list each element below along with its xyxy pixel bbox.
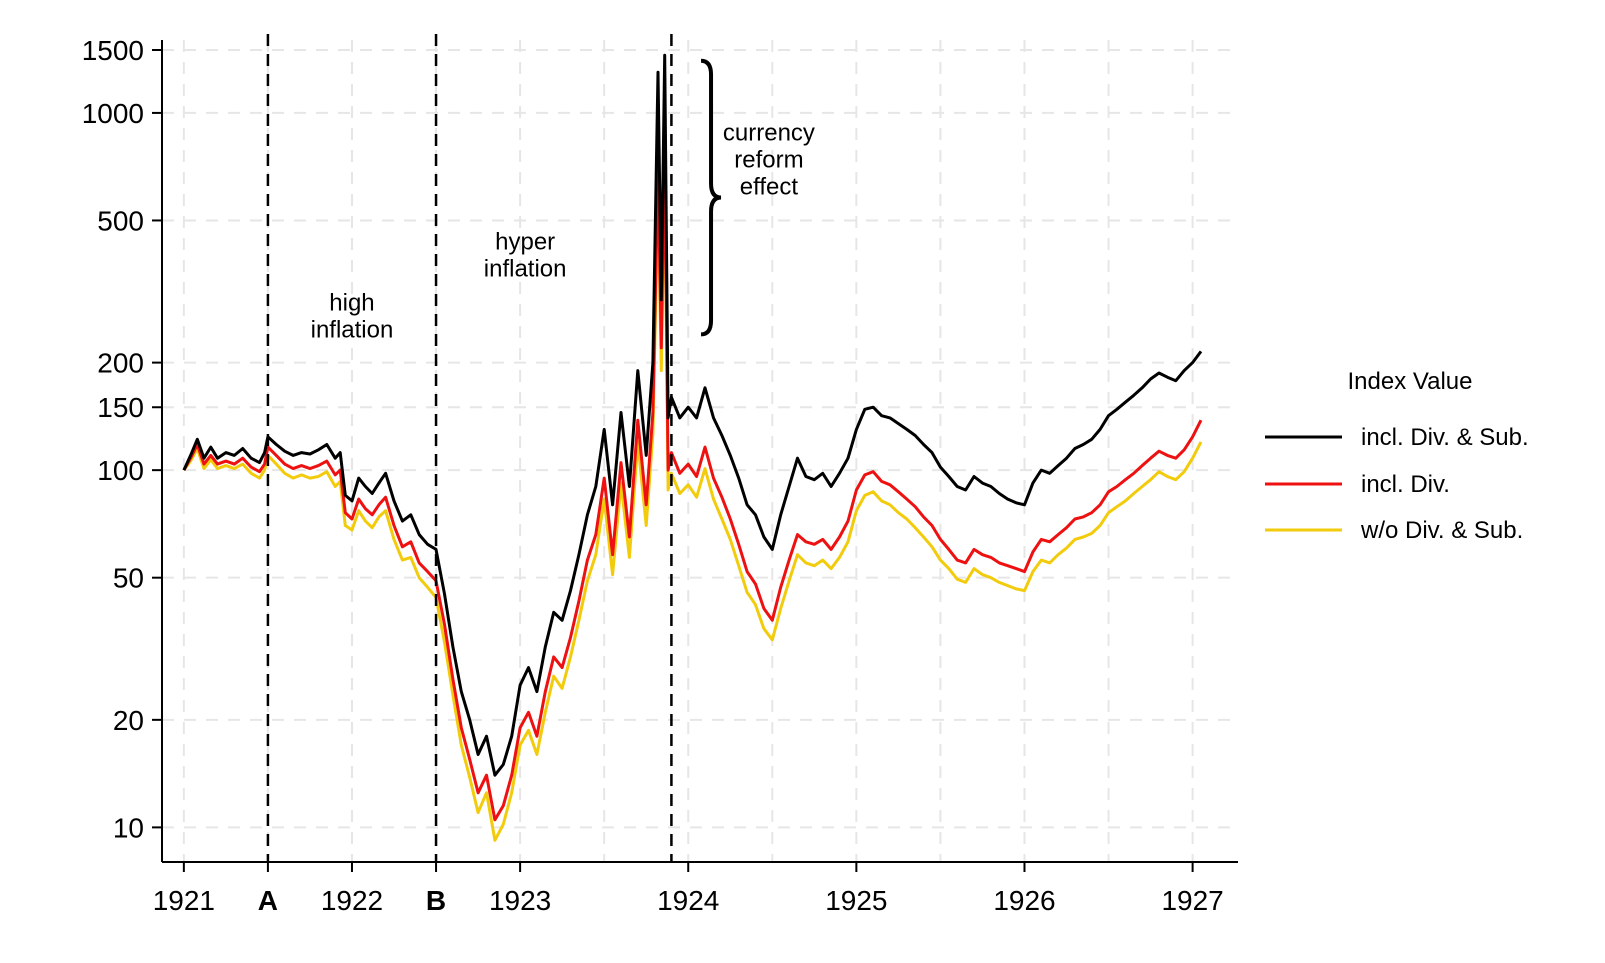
x-tick-label: 1921 [153,885,215,916]
x-tick-label: 1922 [321,885,383,916]
event-lines [266,34,673,862]
legend-label-incl-div: incl. Div. [1361,471,1450,498]
y-tick-label: 1500 [82,35,144,66]
annotation-label: hyper inflation [484,229,567,283]
y-tick-label: 1000 [82,98,144,129]
annotation-line: inflation [484,256,567,283]
x-tick-label: 1925 [825,885,887,916]
legend: Index Value incl. Div. & Sub. incl. Div.… [1265,368,1529,544]
legend-entry-wo-div-sub: w/o Div. & Sub. [1265,517,1523,544]
series-line-incl-div [182,146,1203,822]
gridlines [162,40,1238,862]
series-lines [182,53,1203,842]
event-tick-label: B [426,885,446,916]
event-tick-label: A [258,885,278,916]
annotation-line: inflation [311,317,394,344]
y-tick-label: 100 [97,455,144,486]
annotation-line: currency [723,120,815,147]
legend-title: Index Value [1348,368,1473,395]
x-tick-label: 1924 [657,885,719,916]
x-axis-ticks: 1921 A 1922 B 1923 1924 1925 1926 1927 [153,862,1224,916]
annotation-line: reform [734,147,803,174]
x-tick-label: 1927 [1161,885,1223,916]
annotation-line: effect [740,174,799,201]
y-tick-label: 150 [97,392,144,423]
legend-entry-incl-div-sub: incl. Div. & Sub. [1265,424,1529,451]
y-tick-label: 20 [113,705,144,736]
currency-reform-brace [700,58,722,337]
annotation-label: high inflation [311,290,394,344]
legend-label-incl-div-sub: incl. Div. & Sub. [1361,424,1529,451]
y-tick-label: 10 [113,812,144,843]
x-tick-label: 1926 [993,885,1055,916]
annotation-line: high [329,290,374,317]
legend-label-wo-div-sub: w/o Div. & Sub. [1360,517,1523,544]
series-line-w-o-div-sub [182,171,1203,842]
x-tick-label: 1923 [489,885,551,916]
legend-entry-incl-div: incl. Div. [1265,471,1450,498]
y-tick-label: 200 [97,348,144,379]
y-axis-ticks: 10 20 50 100 150 200 500 1000 1500 [82,35,162,843]
series-line-incl-div-sub [182,53,1203,777]
annotation-line: hyper [495,229,555,256]
y-tick-label: 50 [113,563,144,594]
annotation-label: currency reform effect [723,120,815,201]
y-tick-label: 500 [97,205,144,236]
